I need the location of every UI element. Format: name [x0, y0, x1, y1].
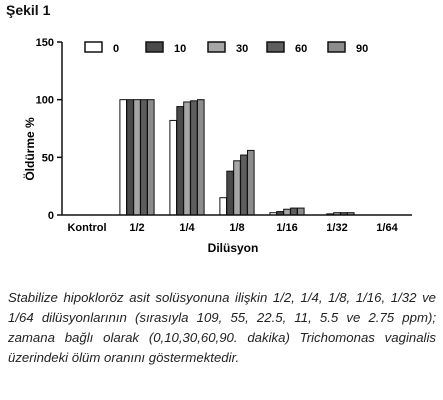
bar-90-1/8: [247, 149, 255, 216]
legend-swatch-60: [266, 41, 285, 53]
x-tick-label: 1/4: [179, 222, 195, 234]
y-tick-label: 100: [36, 95, 54, 107]
y-tick-label: 150: [36, 37, 54, 49]
x-axis-label: Dilüsyon: [208, 241, 259, 255]
bar-60-1/4: [190, 100, 198, 216]
legend-label: 10: [174, 43, 186, 55]
bar-30-1/8: [233, 160, 241, 216]
bar-10-1/2: [126, 99, 134, 216]
chart-bars: [119, 99, 355, 216]
chart-legend: 0 10 30 60 90: [84, 41, 368, 55]
bar-0-1/8: [219, 197, 227, 216]
legend-label: 60: [295, 43, 307, 55]
y-tick-label: 0: [48, 210, 54, 222]
bar-60-1/16: [290, 207, 298, 216]
bar-chart: 0 10 30 60 90 0 50 100 150 Kontrol 1/2 1/4 1/8 1/16 1…: [22, 37, 412, 255]
bar-0-1/2: [119, 99, 128, 216]
legend-swatch-10: [145, 41, 164, 53]
x-tick-label: 1/16: [276, 222, 297, 234]
y-tick-label: 50: [42, 152, 54, 164]
figure-caption: Stabilize hipokloröz asit solüsyonuna il…: [8, 290, 436, 365]
legend-swatch-0: [84, 41, 103, 53]
figure-label: Şekil 1: [6, 2, 51, 18]
bar-60-1/8: [240, 154, 248, 216]
bar-90-1/2: [147, 99, 155, 216]
bar-10-1/4: [176, 106, 184, 216]
bar-90-1/4: [197, 99, 205, 216]
y-axis-label: Öldürme %: [22, 117, 37, 181]
x-tick-label: 1/2: [129, 222, 144, 234]
bar-10-1/8: [226, 170, 234, 216]
legend-label: 30: [236, 43, 248, 55]
bar-30-1/16: [283, 208, 291, 216]
legend-swatch-90: [327, 41, 346, 53]
bar-30-1/4: [183, 101, 191, 216]
legend-label: 90: [356, 43, 368, 55]
legend-swatch-30: [207, 41, 226, 53]
x-tick-label: 1/32: [326, 222, 347, 234]
x-tick-label: Kontrol: [67, 222, 106, 234]
bar-60-1/2: [140, 99, 148, 216]
legend-label: 0: [113, 43, 119, 55]
bar-90-1/16: [297, 207, 305, 216]
x-tick-label: 1/64: [376, 222, 398, 234]
bar-0-1/4: [169, 119, 177, 216]
bar-30-1/2: [133, 99, 141, 216]
x-tick-label: 1/8: [229, 222, 244, 234]
